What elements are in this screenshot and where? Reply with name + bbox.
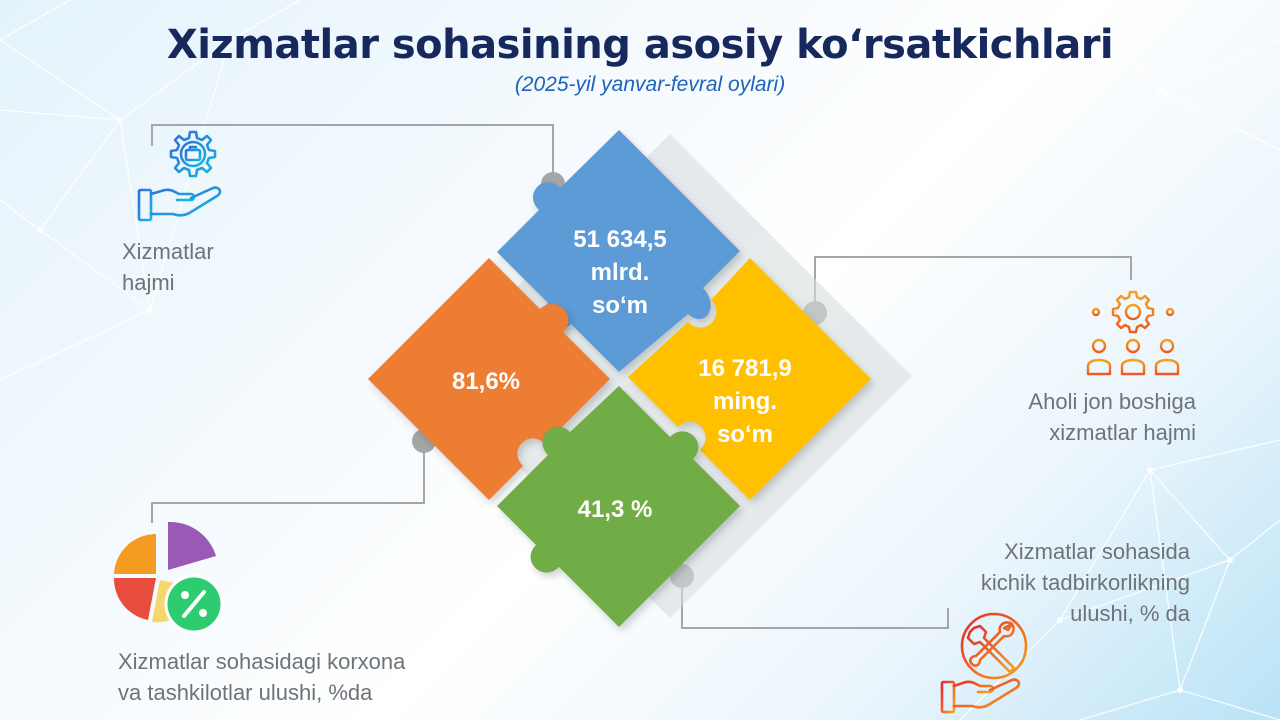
enterprises-share-label-line1: Xizmatlar sohasidagi korxona <box>118 649 406 674</box>
services-volume-label-line1: Xizmatlar <box>122 239 214 264</box>
enterprises-share-label: Xizmatlar sohasidagi korxona va tashkilo… <box>118 646 405 708</box>
page-subtitle: (2025-yil yanvar-fevral oylari) <box>514 73 786 96</box>
per-capita-label-line1: Aholi jon boshiga <box>1028 389 1196 414</box>
small-business-share-value: 41,3 % <box>577 496 653 523</box>
services-volume-number: 51 634,5 <box>573 226 667 253</box>
services-volume-value: 51 634,5 mlrd. so‘m <box>540 223 700 322</box>
hand-tools-icon <box>940 612 1028 714</box>
services-volume-unit-line2: so‘m <box>591 292 648 319</box>
people-gear-icon <box>1086 290 1180 376</box>
services-volume-label: Xizmatlar hajmi <box>122 236 214 298</box>
hand-gear-briefcase-icon <box>137 130 222 222</box>
per-capita-number: 16 781,9 <box>698 355 792 382</box>
small-business-label-line3: ulushi, % da <box>1070 601 1190 626</box>
small-business-label-line1: Xizmatlar sohasida <box>1004 539 1190 564</box>
services-volume-label-line2: hajmi <box>122 270 175 295</box>
per-capita-label: Aholi jon boshiga xizmatlar hajmi <box>978 386 1196 448</box>
per-capita-label-line2: xizmatlar hajmi <box>1049 420 1196 445</box>
per-capita-unit-line2: so‘m <box>716 421 773 448</box>
puzzle-piece-yellow <box>628 258 871 500</box>
per-capita-value: 16 781,9 ming. so‘m <box>665 352 825 451</box>
page-title: Xizmatlar sohasining asosiy ko‘rsatkichl… <box>166 22 1114 68</box>
puzzle-piece-green <box>497 386 740 627</box>
enterprises-share-value: 81,6% <box>451 368 521 395</box>
enterprises-share-label-line2: va tashkilotlar ulushi, %da <box>118 680 373 705</box>
pie-chart-percent-icon <box>113 521 224 634</box>
per-capita-unit-line1: ming. <box>713 388 777 415</box>
small-business-label-line2: kichik tadbirkorlikning <box>980 570 1190 595</box>
services-volume-unit-line1: mlrd. <box>590 259 650 286</box>
small-business-label: Xizmatlar sohasida kichik tadbirkorlikni… <box>960 536 1190 629</box>
